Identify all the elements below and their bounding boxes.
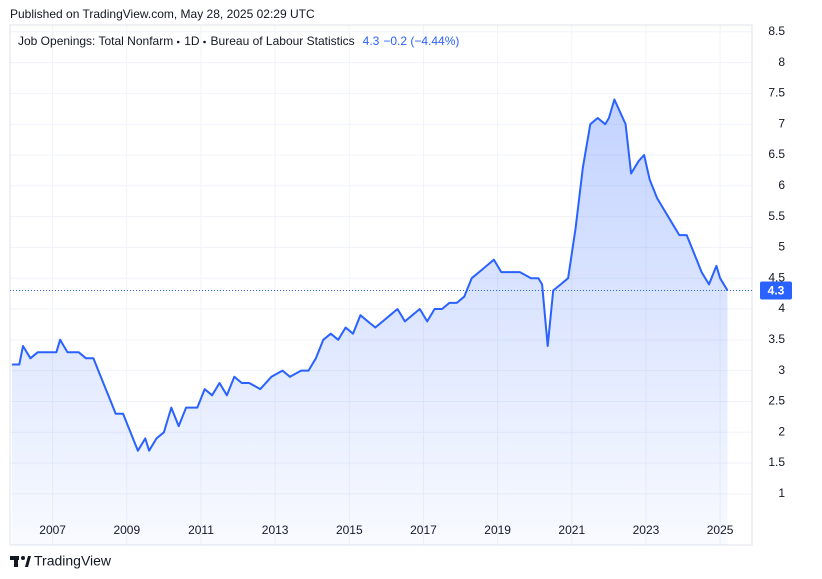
legend: Job Openings: Total Nonfarm 1D Bureau of L… <box>18 34 459 48</box>
y-tick-label: 6.5 <box>768 147 785 161</box>
y-tick-label: 2 <box>778 424 785 438</box>
brand: TradingView <box>34 553 112 569</box>
y-tick-label: 5 <box>778 240 785 254</box>
y-tick-label: 4 <box>778 301 785 315</box>
y-tick-label: 8.5 <box>768 24 785 38</box>
interval: 1D <box>184 34 200 48</box>
separator <box>203 40 206 44</box>
y-tick-label: 7 <box>778 116 785 130</box>
area <box>11 99 728 545</box>
line <box>11 98 729 452</box>
y-tick-label: 1.5 <box>768 455 785 469</box>
y-tick-label: 3 <box>778 363 785 377</box>
y-tick-label: 2.5 <box>768 394 785 408</box>
legend-value: 4.3 <box>363 34 380 48</box>
y-tick-label: 4.5 <box>768 270 785 284</box>
source: Bureau of Labour Statistics <box>211 34 355 48</box>
last-value-tag <box>760 281 792 300</box>
separator <box>176 40 180 44</box>
y-tick-label: 7.5 <box>768 86 785 100</box>
legend-change: −0.2 (−4.44%) <box>383 34 459 48</box>
last-value-label: 4.3 <box>768 284 785 298</box>
y-tick-label: 5.5 <box>768 209 785 223</box>
y-tick-label: 6 <box>778 178 785 192</box>
published-note: Published on TradingView.com, May 28, 20… <box>10 7 315 21</box>
series-name: Job Openings: Total Nonfarm <box>18 34 173 48</box>
brand-logo <box>10 556 31 567</box>
y-tick-label: 1 <box>778 486 785 500</box>
y-tick-label: 8 <box>778 55 785 69</box>
y-tick-label: 3.5 <box>768 332 785 346</box>
